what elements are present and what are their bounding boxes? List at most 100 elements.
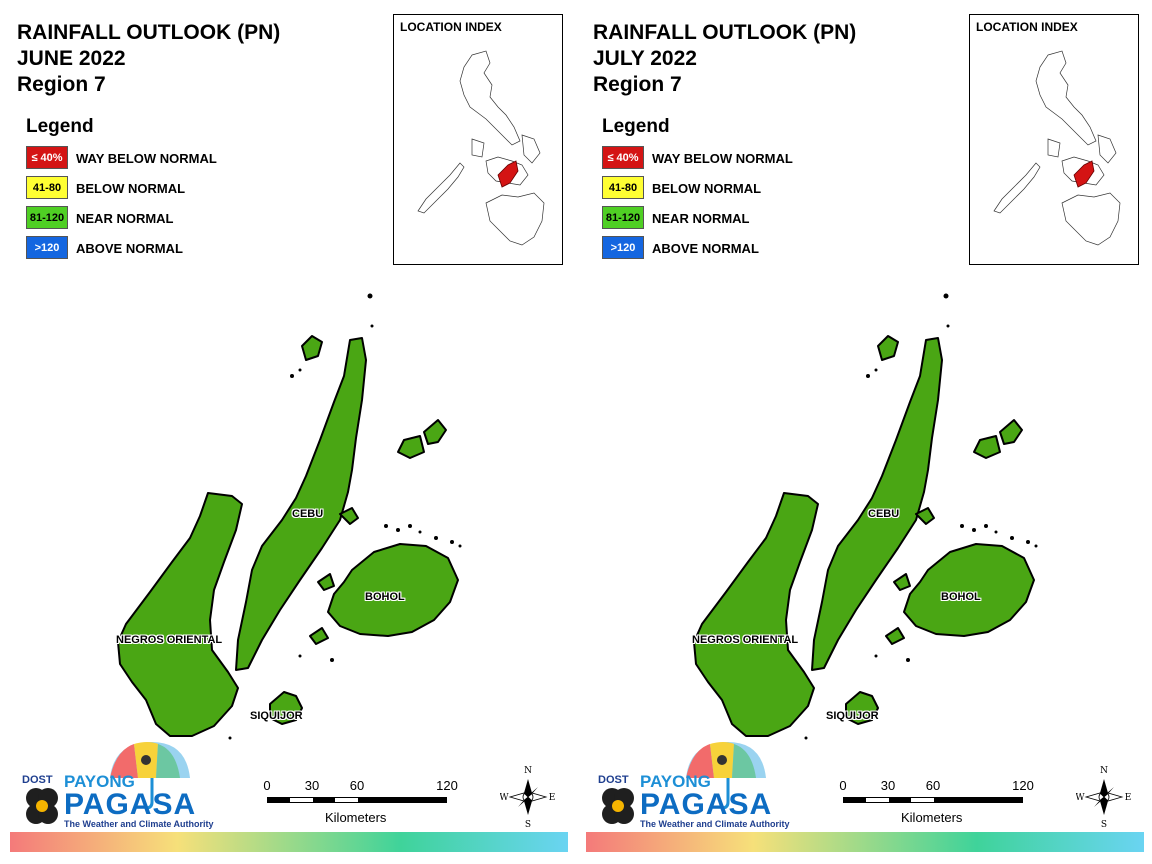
palawan-shape	[993, 162, 1041, 214]
scale-tick: 0	[839, 778, 847, 793]
scale-tick: 120	[436, 778, 458, 793]
outlook-panel-june: RAINFALL OUTLOOK (PN) JUNE 2022 Region 7…	[10, 14, 568, 852]
legend-row-way-below: ≤ 40% WAY BELOW NORMAL	[602, 146, 793, 176]
map-region: Region 7	[17, 73, 106, 96]
legend-swatch: ≤ 40%	[602, 146, 644, 169]
map-title: RAINFALL OUTLOOK (PN)	[17, 21, 281, 44]
label-bohol: BOHOL	[941, 591, 981, 603]
pagasa-logo: DOST PAYONG PAGASA The Weather and Clima…	[594, 740, 790, 832]
map-month: JULY 2022	[593, 47, 697, 70]
luzon-shape	[459, 50, 521, 146]
samar-shape	[521, 134, 541, 164]
lapinig-island	[309, 627, 329, 645]
logo-pagasa-text: PAGASA	[640, 788, 773, 821]
legend-row-above: >120 ABOVE NORMAL	[26, 236, 183, 266]
negros-oriental	[693, 492, 819, 737]
scale-unit: Kilometers	[325, 810, 387, 825]
olango-island	[339, 507, 359, 525]
scale-tick: 60	[925, 778, 941, 793]
compass-rose-icon: N S E W	[499, 766, 556, 830]
scale-bar: 0 30 60 120 Kilometers	[831, 778, 1061, 828]
logo-pagasa-text: PAGASA	[64, 788, 197, 821]
camotes-island-east	[423, 419, 447, 445]
bantayan-island	[301, 335, 323, 361]
legend-swatch: 81-120	[602, 206, 644, 229]
map-title: RAINFALL OUTLOOK (PN)	[593, 21, 857, 44]
location-index-title: LOCATION INDEX	[400, 20, 502, 34]
legend-swatch: >120	[602, 236, 644, 259]
philippines-inset-map	[993, 50, 1121, 246]
location-index-inset: LOCATION INDEX	[969, 14, 1139, 265]
lapu-lapu-island	[893, 573, 911, 591]
label-negros-oriental: NEGROS ORIENTAL	[116, 634, 223, 646]
legend-swatch: 41-80	[602, 176, 644, 199]
legend: Legend ≤ 40% WAY BELOW NORMAL 41-80 BELO…	[26, 116, 217, 266]
map-region: Region 7	[593, 73, 682, 96]
title-block: RAINFALL OUTLOOK (PN) JULY 2022 Region 7	[593, 20, 856, 98]
mindoro-shape	[471, 138, 485, 158]
legend-label: WAY BELOW NORMAL	[652, 151, 793, 166]
footer-gradient-bar	[586, 832, 1144, 852]
legend-label: NEAR NORMAL	[76, 211, 174, 226]
legend-swatch: >120	[26, 236, 68, 259]
cebu-island	[811, 337, 943, 671]
scale-bar: 0 30 60 120 Kilometers	[255, 778, 485, 828]
samar-shape	[1097, 134, 1117, 164]
compass-w: W	[500, 793, 509, 803]
location-index-title: LOCATION INDEX	[976, 20, 1078, 34]
camotes-island-east	[999, 419, 1023, 445]
logo-payong-text: PAYONG	[640, 772, 711, 791]
legend-row-near: 81-120 NEAR NORMAL	[26, 206, 174, 236]
philippines-inset-map	[417, 50, 545, 246]
islets	[228, 293, 462, 740]
north-arrow-compass: N S E W	[499, 765, 556, 830]
legend-row-way-below: ≤ 40% WAY BELOW NORMAL	[26, 146, 217, 176]
logo-dost-text: DOST	[22, 774, 53, 786]
region7-highlight	[1073, 160, 1095, 188]
label-siquijor: SIQUIJOR	[826, 710, 879, 722]
lapu-lapu-island	[317, 573, 335, 591]
label-cebu: CEBU	[292, 508, 324, 520]
compass-w: W	[1076, 793, 1085, 803]
siquijor-island	[845, 691, 879, 725]
compass-e: E	[1125, 793, 1132, 803]
legend-label: ABOVE NORMAL	[652, 241, 759, 256]
compass-s: S	[1101, 820, 1107, 829]
legend-label: BELOW NORMAL	[652, 181, 762, 196]
outlook-panel-july: RAINFALL OUTLOOK (PN) JULY 2022 Region 7…	[576, 0, 1152, 864]
mindoro-shape	[1047, 138, 1061, 158]
compass-rose-icon: N S E W	[1075, 766, 1132, 830]
region7-map	[693, 293, 1038, 740]
footer-gradient-bar	[10, 832, 568, 852]
camotes-island	[397, 435, 425, 459]
mindanao-shape	[1061, 192, 1121, 246]
islets	[804, 293, 1038, 740]
bohol-island	[903, 543, 1035, 637]
region7-highlight	[497, 160, 519, 188]
legend-swatch: ≤ 40%	[26, 146, 68, 169]
scale-bar-graphic	[267, 797, 447, 803]
legend-label: WAY BELOW NORMAL	[76, 151, 217, 166]
pagasa-logo: DOST PAYONG PAGASA The Weather and Clima…	[18, 740, 214, 832]
compass-e: E	[549, 793, 556, 803]
title-block: RAINFALL OUTLOOK (PN) JUNE 2022 Region 7	[17, 20, 280, 98]
north-arrow-compass: N S E W	[1075, 765, 1132, 830]
scale-tick: 120	[1012, 778, 1034, 793]
legend-row-above: >120 ABOVE NORMAL	[602, 236, 759, 266]
logo-dost-text: DOST	[598, 774, 629, 786]
legend-swatch: 81-120	[26, 206, 68, 229]
logo-tagline: The Weather and Climate Authority	[64, 819, 214, 829]
scale-tick: 30	[880, 778, 896, 793]
luzon-shape	[1035, 50, 1097, 146]
label-siquijor: SIQUIJOR	[250, 710, 303, 722]
camotes-island	[973, 435, 1001, 459]
lapinig-island	[885, 627, 905, 645]
legend-row-below: 41-80 BELOW NORMAL	[26, 176, 185, 206]
bantayan-island	[877, 335, 899, 361]
scale-unit: Kilometers	[901, 810, 963, 825]
umbrella-logo-icon	[26, 742, 190, 824]
legend-heading: Legend	[26, 116, 94, 137]
olango-island	[915, 507, 935, 525]
legend-label: NEAR NORMAL	[652, 211, 750, 226]
map-month: JUNE 2022	[17, 47, 126, 70]
